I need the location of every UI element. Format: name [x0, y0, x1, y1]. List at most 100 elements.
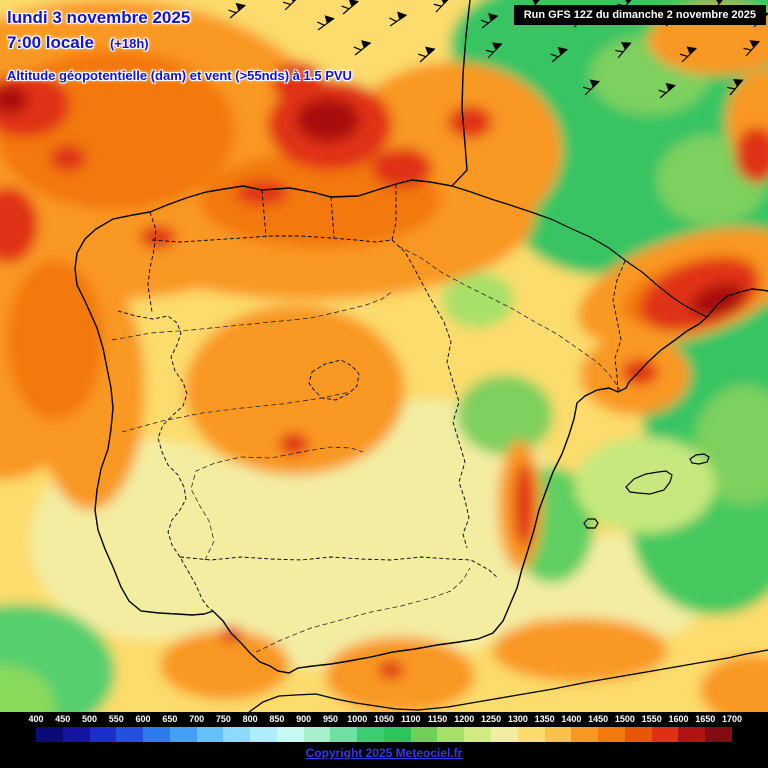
wind-barb-icon: [282, 0, 300, 11]
legend-value: 700: [189, 714, 205, 724]
legend-color-cell: [89, 727, 117, 742]
wind-barb-icon: [615, 42, 632, 59]
field-blob: [296, 98, 360, 142]
wind-barb-icon: [679, 46, 697, 63]
internal-borders: [117, 184, 626, 612]
legend-value: 950: [322, 714, 338, 724]
field-blob: [442, 272, 514, 328]
menorca-island: [689, 453, 710, 465]
legend-color-cell: [464, 727, 492, 742]
legend-color-cell: [624, 727, 652, 742]
legend-color-cell: [544, 727, 572, 742]
field-blob: [378, 661, 404, 679]
legend-value: 1500: [614, 714, 635, 724]
legend-color-cell: [276, 727, 304, 742]
forecast-offset: (+18h): [109, 36, 149, 51]
wind-barb-icon: [341, 0, 359, 15]
wind-barb-icon: [418, 46, 436, 63]
legend-value: 850: [269, 714, 285, 724]
field-blob: [457, 375, 553, 455]
legend-color-cell: [571, 727, 599, 742]
field-blob: [272, 62, 324, 102]
legend-value: 1400: [561, 714, 582, 724]
legend-color-cell: [196, 727, 224, 742]
wind-barb-icon: [743, 40, 760, 57]
legend-color-cell: [169, 727, 197, 742]
wind-barb-icon: [433, 0, 451, 13]
legend-value: 1150: [427, 714, 448, 724]
field-blob: [0, 665, 55, 712]
field-blob: [220, 626, 242, 642]
field-blob: [575, 437, 715, 533]
wind-barb-icon: [228, 2, 246, 19]
legend-color-cell: [383, 727, 411, 742]
legend-value: 1050: [373, 714, 395, 724]
legend-color-cell: [143, 727, 170, 742]
legend-value: 1200: [454, 714, 475, 724]
weather-map: [0, 0, 768, 712]
legend-value: 1000: [347, 714, 368, 724]
field-blob: [700, 655, 768, 712]
field-blob: [140, 226, 176, 248]
legend-color-cell: [36, 727, 63, 742]
field-blob: [514, 463, 534, 547]
legend-value: 1300: [507, 714, 528, 724]
legend-value: 1450: [588, 714, 609, 724]
legend-value: 650: [162, 714, 178, 724]
wind-barb-icon: [485, 42, 503, 59]
wind-barb-icon: [316, 15, 335, 31]
field-blob: [622, 359, 658, 385]
geopotential-field: [0, 0, 768, 712]
wind-barb-icon: [658, 82, 676, 99]
field-blob: [0, 187, 38, 263]
legend-color-cell: [437, 727, 465, 742]
legend-color-cell: [116, 727, 144, 742]
legend-color-cell: [330, 727, 358, 742]
field-blob: [185, 305, 405, 475]
wind-barb-icon: [582, 79, 600, 96]
ibiza-island: [583, 518, 599, 529]
legend-value: 400: [28, 714, 44, 724]
legend-color-cell: [62, 727, 90, 742]
legend-value: 1250: [481, 714, 502, 724]
legend-color-cell: [598, 727, 625, 742]
legend-color-cell: [517, 727, 545, 742]
legend-value: 1700: [721, 714, 743, 724]
field-blob: [448, 106, 492, 138]
legend-color-cell: [410, 727, 438, 742]
legend: 400 450 500 550 600 650 700 750 800 850 900 950 1000…: [0, 712, 768, 768]
local-time: 7:00 locale: [7, 33, 94, 52]
wind-barb-icon: [550, 46, 568, 63]
legend-color-cell: [357, 727, 384, 742]
field-blob: [160, 630, 290, 700]
map-title: Altitude géopotentielle (dam) et vent (>…: [7, 68, 352, 83]
legend-color-cell: [303, 727, 331, 742]
field-blob: [372, 148, 432, 188]
field-blob: [0, 86, 28, 114]
wind-barb-icon: [480, 13, 499, 29]
coastlines-and-borders: [74, 0, 768, 712]
africa-coastline: [248, 649, 768, 712]
rivers: [111, 245, 621, 653]
legend-value: 550: [108, 714, 124, 724]
forecast-time: 7:00 locale (+18h): [7, 33, 149, 53]
legend-value: 1550: [641, 714, 662, 724]
mallorca-island: [625, 470, 673, 495]
legend-color-cell: [651, 727, 679, 742]
legend-value: 1600: [668, 714, 689, 724]
field-blob: [279, 433, 309, 455]
pyrenees-border: [451, 185, 708, 318]
field-blob: [50, 145, 86, 171]
legend-values: 400 450 500 550 600 650 700 750 800 850 900 950 1000…: [28, 714, 742, 725]
legend-value: 500: [82, 714, 98, 724]
wind-barb-icon: [727, 79, 744, 96]
field-blob: [7, 260, 103, 420]
field-blob: [492, 618, 668, 682]
legend-value: 1650: [695, 714, 716, 724]
forecast-date: lundi 3 novembre 2025: [7, 8, 191, 27]
legend-colorbar: [36, 727, 732, 742]
legend-value: 600: [135, 714, 151, 724]
copyright-link[interactable]: Copyright 2025 Meteociel.fr: [305, 746, 463, 760]
legend-value: 900: [296, 714, 312, 724]
